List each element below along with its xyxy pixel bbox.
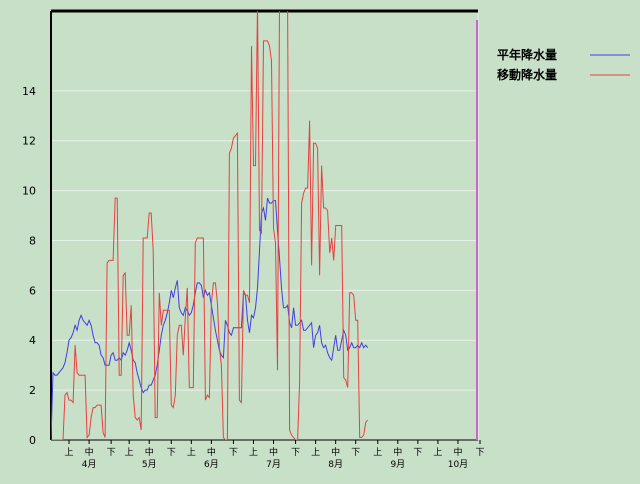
x-dekad-label-10: 中 xyxy=(269,446,278,458)
x-month-label-4: 8月 xyxy=(328,459,343,470)
x-dekad-label-8: 下 xyxy=(229,448,238,458)
x-dekad-label-0: 上 xyxy=(65,447,74,458)
x-month-label-5: 9月 xyxy=(390,459,405,470)
legend-label-0: 平年降水量 xyxy=(497,47,557,62)
x-dekad-label-2: 下 xyxy=(107,448,116,458)
y-tick-label-4: 8 xyxy=(29,234,36,247)
x-dekad-label-18: 上 xyxy=(433,447,442,458)
x-dekad-label-4: 中 xyxy=(145,446,154,458)
x-dekad-label-11: 下 xyxy=(291,448,300,458)
x-dekad-label-6: 上 xyxy=(187,447,196,458)
y-tick-label-0: 0 xyxy=(29,434,36,447)
y-tick-label-6: 12 xyxy=(22,135,36,148)
x-month-label-1: 5月 xyxy=(142,459,157,470)
y-tick-label-1: 2 xyxy=(29,384,36,397)
y-tick-label-3: 6 xyxy=(29,284,36,297)
x-dekad-label-12: 上 xyxy=(311,447,320,458)
x-dekad-label-7: 中 xyxy=(207,446,216,458)
x-dekad-label-5: 下 xyxy=(167,448,176,458)
x-dekad-label-3: 上 xyxy=(125,447,134,458)
y-tick-label-7: 14 xyxy=(22,85,36,98)
series-line-1 xyxy=(51,11,369,440)
x-dekad-label-20: 下 xyxy=(475,448,484,458)
x-month-label-6: 10月 xyxy=(448,459,468,470)
series-line-0 xyxy=(51,197,369,440)
x-dekad-label-19: 中 xyxy=(453,446,462,458)
x-dekad-label-13: 中 xyxy=(331,446,340,458)
y-tick-label-5: 10 xyxy=(22,185,36,198)
x-month-label-0: 4月 xyxy=(82,459,97,470)
x-month-label-2: 6月 xyxy=(204,459,219,470)
x-month-label-3: 7月 xyxy=(266,459,281,470)
x-dekad-label-15: 上 xyxy=(373,447,382,458)
y-tick-label-2: 4 xyxy=(29,334,36,347)
x-dekad-label-16: 中 xyxy=(393,446,402,458)
x-dekad-label-14: 下 xyxy=(351,448,360,458)
x-dekad-label-9: 上 xyxy=(249,447,258,458)
x-dekad-label-1: 中 xyxy=(85,446,94,458)
legend-label-1: 移動降水量 xyxy=(497,67,557,82)
x-dekad-label-17: 下 xyxy=(413,448,422,458)
